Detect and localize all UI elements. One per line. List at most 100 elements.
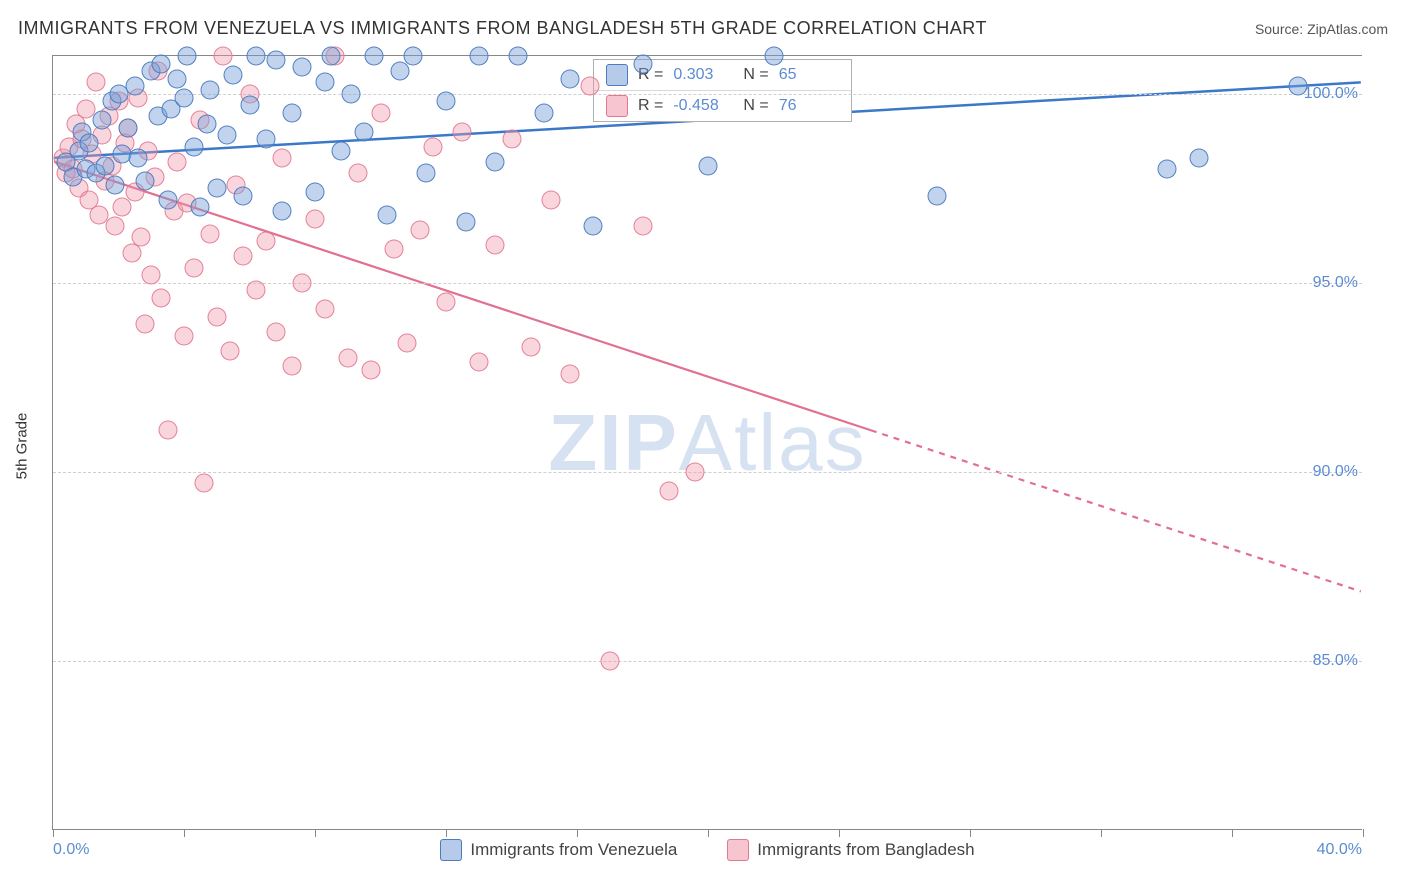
x-tick [1363,829,1364,837]
data-point-bangladesh [384,239,403,258]
source-attribution: Source: ZipAtlas.com [1255,21,1388,37]
data-point-venezuela [224,65,243,84]
x-tick [1232,829,1233,837]
data-point-venezuela [355,122,374,141]
data-point-venezuela [332,141,351,160]
data-point-venezuela [266,50,285,69]
data-point-venezuela [322,47,341,66]
data-point-bangladesh [86,73,105,92]
legend-item-bangladesh: Immigrants from Bangladesh [727,839,974,861]
r-value-venezuela: 0.303 [673,66,733,84]
data-point-bangladesh [142,266,161,285]
data-point-venezuela [256,130,275,149]
data-point-bangladesh [348,164,367,183]
swatch-pink-icon [727,839,749,861]
data-point-venezuela [535,103,554,122]
data-point-venezuela [201,81,220,100]
x-tick [1101,829,1102,837]
x-tick [970,829,971,837]
x-tick [446,829,447,837]
data-point-bangladesh [685,462,704,481]
data-point-venezuela [509,47,528,66]
gridline [53,661,1362,662]
data-point-bangladesh [633,217,652,236]
y-tick-label: 90.0% [1313,463,1364,481]
gridline [53,472,1362,473]
bottom-legend: Immigrants from Venezuela Immigrants fro… [53,839,1362,861]
x-tick [315,829,316,837]
n-value-venezuela: 65 [779,66,839,84]
data-point-bangladesh [581,77,600,96]
data-point-bangladesh [469,353,488,372]
x-tick [577,829,578,837]
chart-title: IMMIGRANTS FROM VENEZUELA VS IMMIGRANTS … [18,18,987,39]
swatch-pink-icon [606,95,628,117]
watermark: ZIPAtlas [548,397,866,489]
data-point-venezuela [233,186,252,205]
swatch-blue-icon [440,839,462,861]
data-point-venezuela [217,126,236,145]
data-point-bangladesh [168,152,187,171]
data-point-bangladesh [306,209,325,228]
x-tick [839,829,840,837]
data-point-venezuela [197,115,216,134]
x-tick [184,829,185,837]
data-point-bangladesh [220,341,239,360]
data-point-venezuela [391,62,410,81]
y-tick-label: 95.0% [1313,274,1364,292]
data-point-bangladesh [152,288,171,307]
data-point-bangladesh [273,149,292,168]
data-point-venezuela [1288,77,1307,96]
data-point-venezuela [168,69,187,88]
y-tick-label: 85.0% [1313,652,1364,670]
data-point-bangladesh [453,122,472,141]
data-point-venezuela [292,58,311,77]
data-point-bangladesh [158,421,177,440]
data-point-bangladesh [194,474,213,493]
data-point-bangladesh [423,137,442,156]
data-point-venezuela [456,213,475,232]
data-point-venezuela [1157,160,1176,179]
data-point-venezuela [486,152,505,171]
data-point-venezuela [106,175,125,194]
data-point-bangladesh [659,481,678,500]
data-point-venezuela [404,47,423,66]
data-point-bangladesh [266,322,285,341]
data-point-bangladesh [201,224,220,243]
data-point-bangladesh [106,217,125,236]
data-point-venezuela [175,88,194,107]
x-tick [708,829,709,837]
data-point-venezuela [417,164,436,183]
data-point-bangladesh [207,307,226,326]
data-point-venezuela [125,77,144,96]
data-point-venezuela [247,47,266,66]
r-value-bangladesh: -0.458 [673,97,733,115]
stats-legend: R = 0.303 N = 65 R = -0.458 N = 76 [593,59,852,122]
data-point-bangladesh [397,334,416,353]
data-point-venezuela [561,69,580,88]
data-point-bangladesh [233,247,252,266]
data-point-venezuela [240,96,259,115]
data-point-venezuela [93,111,112,130]
data-point-venezuela [207,179,226,198]
data-point-venezuela [158,190,177,209]
data-point-bangladesh [338,349,357,368]
data-point-bangladesh [561,364,580,383]
data-point-bangladesh [410,220,429,239]
data-point-bangladesh [135,315,154,334]
data-point-bangladesh [292,273,311,292]
data-point-venezuela [152,54,171,73]
swatch-blue-icon [606,64,628,86]
data-point-bangladesh [184,258,203,277]
data-point-bangladesh [502,130,521,149]
data-point-bangladesh [600,651,619,670]
data-point-venezuela [135,171,154,190]
data-point-bangladesh [522,338,541,357]
data-point-venezuela [342,84,361,103]
data-point-bangladesh [371,103,390,122]
data-point-venezuela [178,47,197,66]
data-point-bangladesh [256,232,275,251]
y-tick-label: 100.0% [1304,85,1364,103]
data-point-bangladesh [175,326,194,345]
data-point-bangladesh [361,360,380,379]
